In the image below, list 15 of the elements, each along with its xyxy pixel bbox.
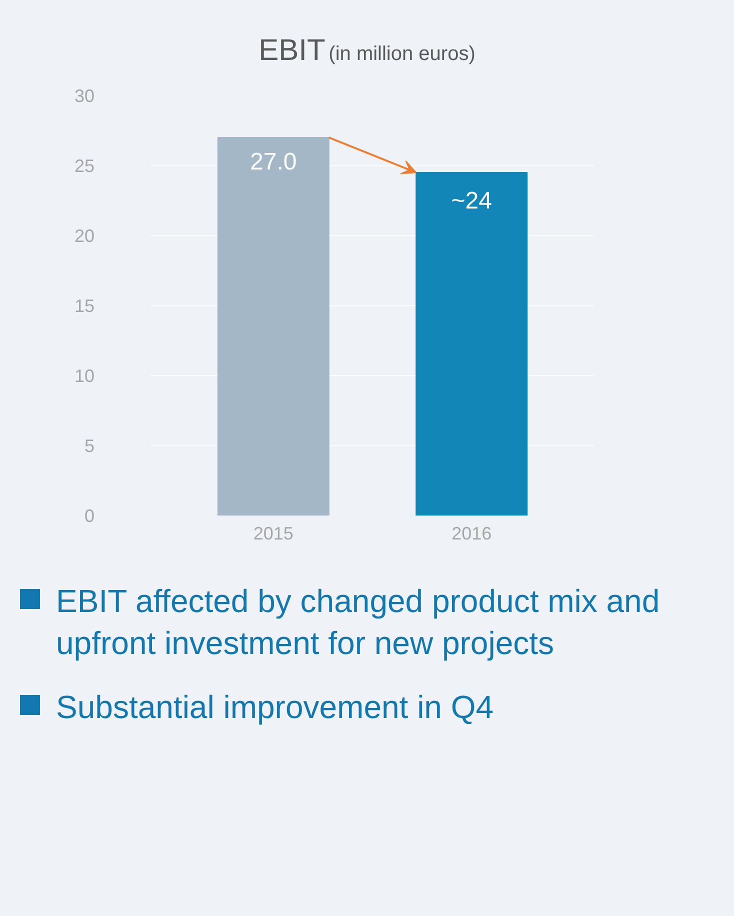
y-tick-label: 30 bbox=[74, 86, 95, 106]
y-tick-label: 5 bbox=[84, 436, 95, 456]
data-label: 27.0 bbox=[250, 148, 297, 176]
y-tick-label: 15 bbox=[74, 296, 95, 316]
text: Substantial improvement in Q4 bbox=[56, 688, 494, 727]
y-tick-label: 20 bbox=[74, 226, 95, 246]
y-tick-label: 25 bbox=[74, 156, 95, 176]
chart-title: EBIT bbox=[258, 34, 326, 67]
x-tick-label: 2015 bbox=[253, 524, 294, 544]
text: EBIT affected by changed product mix and upfront investment for new projects bbox=[56, 582, 661, 663]
y-tick-label: 10 bbox=[74, 366, 95, 386]
chart-subtitle: (in million euros) bbox=[328, 43, 476, 65]
y-tick-label: 0 bbox=[84, 506, 95, 526]
data-label: ~24 bbox=[451, 188, 492, 214]
x-tick-label: 2016 bbox=[452, 524, 492, 544]
